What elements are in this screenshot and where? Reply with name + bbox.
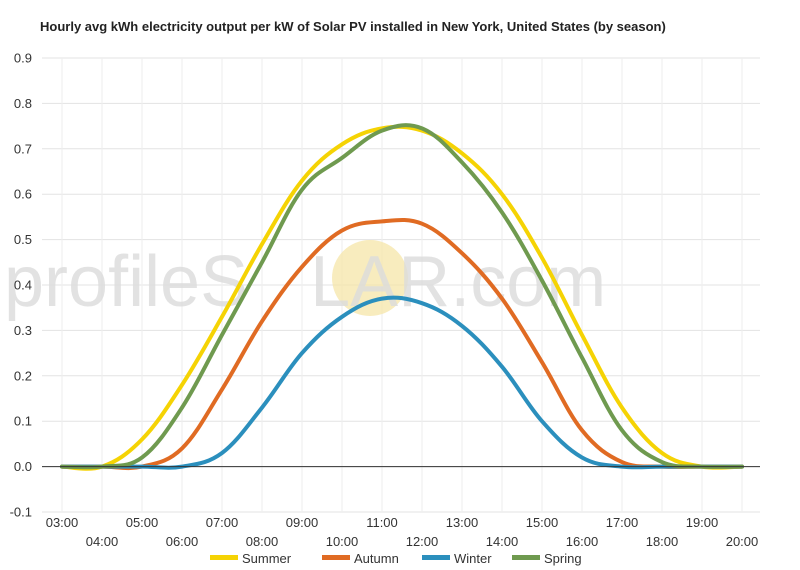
x-tick-label: 10:00 xyxy=(326,534,359,549)
x-tick-label: 04:00 xyxy=(86,534,119,549)
y-tick-label: 0.7 xyxy=(14,141,32,156)
legend-label-winter: Winter xyxy=(454,551,492,566)
y-tick-label: 0.4 xyxy=(14,278,32,293)
legend: Summer Autumn Winter Spring xyxy=(210,551,582,566)
legend-swatch-summer xyxy=(210,555,238,560)
series-line-winter xyxy=(60,295,744,470)
x-tick-label: 03:00 xyxy=(46,515,79,530)
legend-swatch-spring xyxy=(512,555,540,560)
x-tick-label: 15:00 xyxy=(526,515,559,530)
legend-swatch-autumn xyxy=(322,555,350,560)
watermark: profileS LAR.com xyxy=(4,240,606,322)
x-tick-label: 20:00 xyxy=(726,534,759,549)
x-tick-label: 16:00 xyxy=(566,534,599,549)
legend-label-autumn: Autumn xyxy=(354,551,399,566)
legend-label-summer: Summer xyxy=(242,551,292,566)
y-tick-label: 0.9 xyxy=(14,51,32,66)
y-tick-label: 0.3 xyxy=(14,323,32,338)
x-tick-label: 18:00 xyxy=(646,534,679,549)
x-tick-label: 19:00 xyxy=(686,515,719,530)
x-tick-label: 11:00 xyxy=(366,515,398,530)
x-tick-label: 05:00 xyxy=(126,515,159,530)
y-tick-label: 0.0 xyxy=(14,459,32,474)
x-tick-label: 09:00 xyxy=(286,515,319,530)
watermark-text-before: profileS xyxy=(4,242,248,322)
watermark-text: profileS LAR.com xyxy=(4,242,606,322)
x-tick-label: 14:00 xyxy=(486,534,519,549)
x-tick-label: 13:00 xyxy=(446,515,479,530)
y-tick-label: 0.2 xyxy=(14,368,32,383)
chart-title: Hourly avg kWh electricity output per kW… xyxy=(40,19,666,34)
y-tick-label: 0.8 xyxy=(14,96,32,111)
y-tick-label: -0.1 xyxy=(10,505,32,520)
axis-layer: -0.1 0.0 0.1 0.2 0.3 0.4 0.5 0.6 0.7 0.8 0.9 03:00 0… xyxy=(10,51,760,549)
x-tick-label: 06:00 xyxy=(166,534,199,549)
y-tick-label: 0.5 xyxy=(14,232,32,247)
y-tick-label: 0.1 xyxy=(14,414,32,429)
grid-layer xyxy=(42,57,760,513)
x-tick-label: 07:00 xyxy=(206,515,239,530)
x-tick-label: 17:00 xyxy=(606,515,639,530)
y-tick-label: 0.6 xyxy=(14,187,32,202)
x-tick-label: 08:00 xyxy=(246,534,279,549)
series-line-autumn xyxy=(60,217,744,471)
legend-label-spring: Spring xyxy=(544,551,582,566)
legend-swatch-winter xyxy=(422,555,450,560)
x-tick-label: 12:00 xyxy=(406,534,439,549)
series-line-spring xyxy=(60,123,744,470)
